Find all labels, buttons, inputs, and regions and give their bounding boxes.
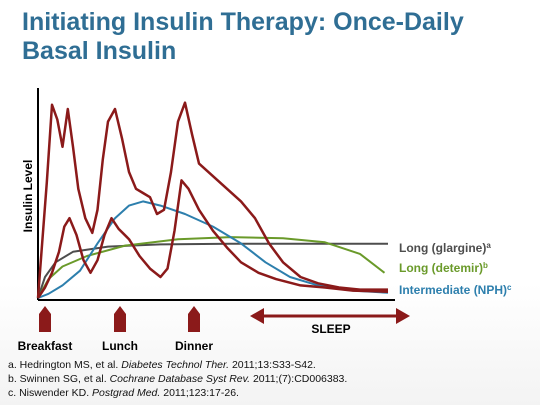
series-label-2: Intermediate (NPH)c [399,283,512,298]
reference-c: c. Niswender KD. Postgrad Med. 2011;123:… [8,387,239,399]
series-line-2 [37,200,389,299]
series-label-1: Long (detemir)b [399,261,488,276]
meal-label-1: Lunch [102,339,138,353]
sleep-label: SLEEP [311,322,350,336]
series-line-3 [36,101,388,299]
series-line-1 [37,236,386,299]
series-labels: Long (glargine)a Long (detemir)b Intermedi… [399,241,512,298]
meal-label-2: Dinner [175,339,213,353]
reference-a: a. Hedrington MS, et al. Diabetes Techno… [8,359,316,371]
y-axis-label: Insulin Level [21,160,35,233]
meal-arrow-0 [39,306,51,332]
series-line-4 [36,179,389,299]
meal-markers: Breakfast Lunch Dinner [18,306,213,353]
reference-b: b. Swinnen SG, et al. Cochrane Database … [8,373,348,385]
references: a. Hedrington MS, et al. Diabetes Techno… [8,358,533,400]
meal-label-0: Breakfast [18,339,73,353]
series-lines [36,101,389,299]
insulin-profile-chart: Insulin Level Long (glargine)a Long (dete… [18,88,512,353]
series-label-0: Long (glargine)a [399,241,491,256]
sleep-arrow: SLEEP [250,308,410,336]
meal-arrow-2 [188,306,200,332]
slide-title: Initiating Insulin Therapy: Once-Daily B… [22,8,464,65]
meal-arrow-1 [114,306,126,332]
series-line-0 [37,242,388,299]
